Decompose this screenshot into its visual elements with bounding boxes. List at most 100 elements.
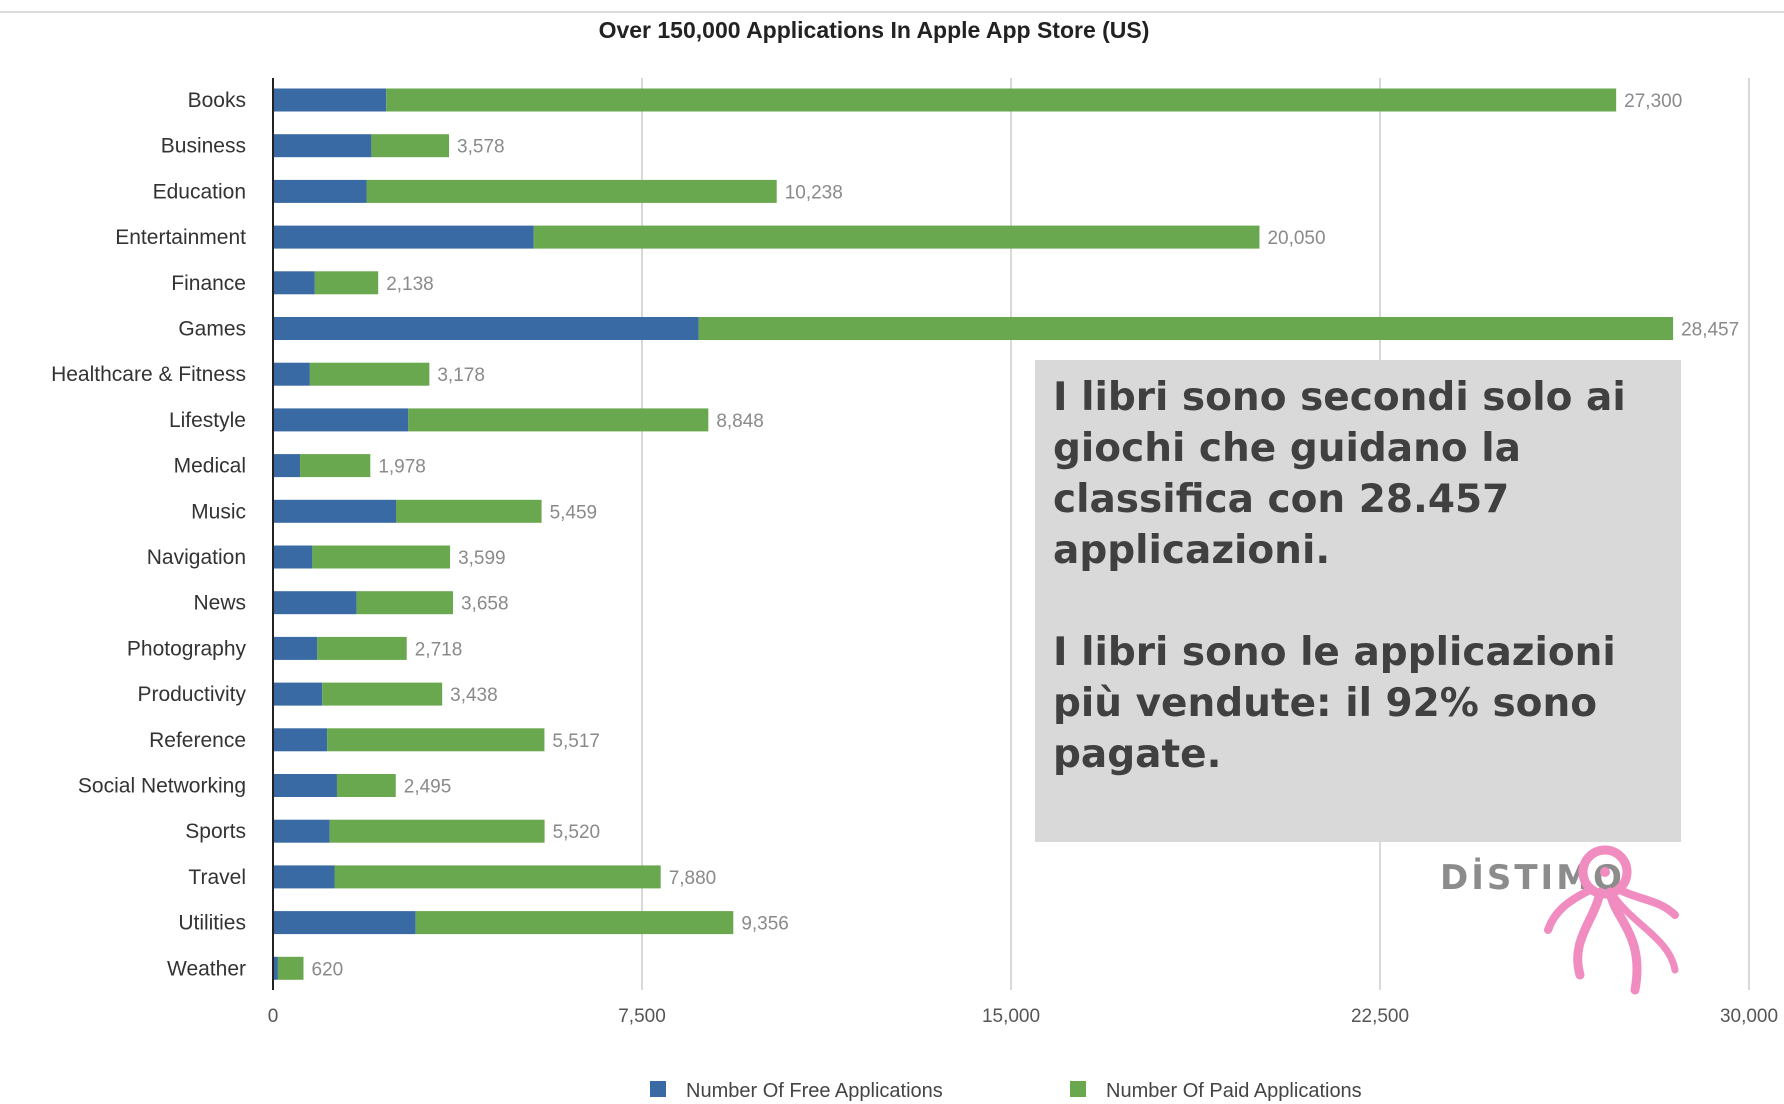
x-tick-label: 7,500	[618, 1006, 666, 1027]
category-labels: Books Business Education Entertainment Finan…	[51, 89, 246, 980]
bar-paid	[366, 179, 777, 203]
bar-free	[273, 682, 323, 706]
bar-paid	[533, 225, 1260, 249]
bar-paid	[317, 636, 407, 660]
bar-paid	[371, 134, 450, 158]
category-label: Healthcare & Fitness	[51, 363, 246, 386]
total-label: 2,718	[415, 639, 463, 660]
bar-free	[273, 591, 357, 615]
octopus-icon	[1544, 845, 1679, 995]
bar-paid	[322, 682, 443, 706]
total-label: 9,356	[741, 914, 789, 935]
category-label: Music	[191, 500, 246, 523]
bar-paid	[396, 499, 542, 523]
bar-free	[273, 865, 335, 889]
legend-swatch	[1070, 1081, 1086, 1097]
legend-label: Number Of Paid Applications	[1106, 1080, 1362, 1102]
bars-group	[273, 88, 1674, 980]
bar-paid	[334, 865, 661, 889]
total-label: 3,578	[457, 137, 505, 158]
bar-paid	[314, 271, 379, 295]
distimo-logo: DİSTIMO	[1430, 840, 1690, 1010]
category-label: Weather	[167, 957, 246, 980]
bar-paid	[386, 88, 1617, 112]
bar-free	[273, 819, 330, 843]
bar-free	[273, 362, 310, 386]
bar-paid	[698, 317, 1674, 340]
bar-paid	[300, 454, 371, 478]
category-label: Productivity	[137, 683, 246, 706]
x-tick-label: 0	[268, 1006, 279, 1027]
annotation-callout: I libri sono secondi solo ai giochi che …	[1035, 360, 1681, 842]
legend-swatch	[650, 1081, 666, 1097]
category-label: Travel	[188, 866, 246, 889]
category-label: Reference	[149, 729, 246, 752]
x-tick-label: 15,000	[982, 1006, 1040, 1027]
category-label: News	[193, 592, 246, 615]
legend-label: Number Of Free Applications	[686, 1080, 943, 1102]
total-label: 27,300	[1624, 91, 1682, 112]
category-label: Medical	[174, 455, 246, 478]
total-label: 3,178	[437, 365, 485, 386]
bar-paid	[329, 819, 545, 843]
bar-free	[273, 636, 318, 660]
category-label: Lifestyle	[169, 409, 246, 432]
total-label: 5,459	[550, 502, 598, 523]
category-label: Games	[178, 318, 246, 341]
bar-free	[273, 728, 328, 752]
category-label: Social Networking	[78, 775, 246, 798]
x-tick-labels: 0 7,500 15,000 22,500 30,000	[268, 1006, 1778, 1027]
callout-line-2: I libri sono le applicazioni più vendute…	[1053, 630, 1616, 777]
total-label: 7,880	[669, 868, 717, 889]
bar-paid	[356, 591, 453, 615]
category-label: Finance	[171, 272, 246, 295]
legend: Number Of Free Applications Number Of Pai…	[650, 1080, 1362, 1102]
category-label: Business	[161, 135, 246, 158]
total-label: 8,848	[716, 411, 764, 432]
category-label: Navigation	[147, 546, 246, 569]
bar-free	[273, 225, 534, 249]
bar-paid	[277, 956, 304, 980]
category-label: Entertainment	[115, 226, 246, 249]
bar-free	[273, 499, 396, 523]
value-labels: 27,300 3,578 10,238 20,050 2,138 28,457 3,178 8…	[312, 91, 1740, 980]
category-label: Utilities	[178, 912, 246, 935]
bar-paid	[336, 774, 396, 797]
total-label: 28,457	[1681, 320, 1739, 341]
bar-free	[273, 956, 278, 980]
bar-paid	[415, 911, 734, 935]
chart-title: Over 150,000 Applications In Apple App S…	[599, 17, 1150, 43]
bar-free	[273, 774, 337, 797]
total-label: 20,050	[1267, 228, 1325, 249]
bar-free	[273, 317, 699, 340]
bar-paid	[327, 728, 545, 752]
total-label: 5,520	[553, 822, 601, 843]
bar-free	[273, 408, 409, 432]
bar-free	[273, 911, 416, 935]
total-label: 2,495	[404, 777, 452, 798]
category-label: Sports	[185, 820, 246, 843]
bar-paid	[408, 408, 709, 432]
total-label: 5,517	[552, 731, 600, 752]
bar-free	[273, 454, 301, 478]
bar-paid	[312, 545, 451, 569]
total-label: 3,599	[458, 548, 506, 569]
bar-free	[273, 271, 315, 295]
total-label: 1,978	[378, 457, 426, 478]
total-label: 10,238	[785, 182, 843, 203]
x-tick-label: 30,000	[1720, 1006, 1778, 1027]
total-label: 3,658	[461, 594, 509, 615]
callout-line-1: I libri sono secondi solo ai giochi che …	[1053, 375, 1626, 573]
bar-free	[273, 545, 313, 569]
bar-free	[273, 179, 367, 203]
x-tick-label: 22,500	[1351, 1006, 1409, 1027]
total-label: 2,138	[386, 274, 434, 295]
category-label: Books	[188, 89, 246, 112]
total-label: 620	[312, 959, 344, 980]
bar-free	[273, 88, 387, 112]
total-label: 3,438	[450, 685, 498, 706]
bar-paid	[309, 362, 430, 386]
category-label: Photography	[127, 637, 247, 660]
category-label: Education	[153, 180, 246, 203]
